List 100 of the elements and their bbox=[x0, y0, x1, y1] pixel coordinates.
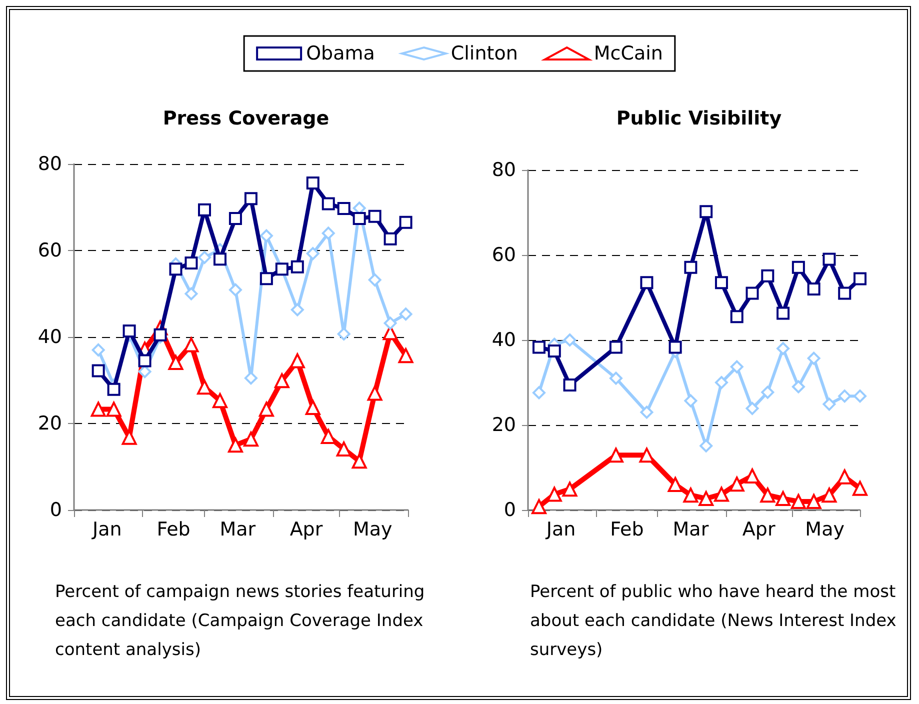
x-tick-label: Mar bbox=[672, 518, 709, 540]
point bbox=[154, 328, 167, 342]
point bbox=[837, 469, 852, 484]
x-tick-label: May bbox=[805, 518, 844, 540]
point bbox=[792, 260, 805, 274]
y-tick-label: 20 bbox=[38, 412, 62, 434]
point bbox=[854, 390, 866, 403]
x-tick-label: Mar bbox=[220, 518, 256, 540]
point bbox=[792, 380, 805, 394]
point bbox=[548, 344, 561, 358]
point bbox=[608, 448, 624, 463]
point bbox=[384, 316, 397, 330]
point bbox=[168, 355, 184, 370]
point bbox=[352, 454, 367, 469]
text: Percent of public who have heard the most about each candidate (News Interest Index surveys) bbox=[530, 581, 898, 662]
point bbox=[807, 352, 820, 365]
point bbox=[198, 250, 212, 264]
y-tick-label: 60 bbox=[38, 240, 62, 262]
point bbox=[320, 428, 336, 444]
point bbox=[290, 260, 304, 274]
point bbox=[760, 488, 776, 503]
point bbox=[698, 491, 714, 506]
point bbox=[260, 272, 273, 286]
point bbox=[368, 273, 382, 286]
point bbox=[776, 342, 790, 355]
point bbox=[228, 212, 242, 225]
point bbox=[639, 448, 654, 463]
point bbox=[352, 212, 366, 225]
point bbox=[90, 402, 106, 417]
point bbox=[838, 390, 852, 403]
point bbox=[213, 252, 226, 266]
y-tick-label: 60 bbox=[492, 244, 516, 266]
point bbox=[169, 262, 182, 276]
chart-title: Public Visibility bbox=[616, 108, 782, 130]
point bbox=[138, 365, 152, 378]
point bbox=[563, 378, 576, 392]
y-tick-label: 0 bbox=[504, 499, 516, 521]
point bbox=[562, 482, 578, 497]
point bbox=[714, 376, 728, 389]
point bbox=[306, 176, 320, 190]
x-tick-label: Jan bbox=[92, 518, 122, 540]
point bbox=[244, 372, 258, 385]
point bbox=[531, 499, 546, 514]
point bbox=[184, 256, 198, 270]
point bbox=[563, 334, 576, 346]
point bbox=[806, 494, 822, 509]
point bbox=[822, 488, 837, 503]
point bbox=[243, 432, 258, 447]
point bbox=[854, 272, 866, 286]
point bbox=[367, 386, 382, 401]
point bbox=[744, 468, 760, 484]
point bbox=[337, 327, 350, 340]
point bbox=[761, 269, 774, 282]
point bbox=[306, 247, 320, 260]
point bbox=[138, 354, 152, 368]
point bbox=[700, 439, 713, 452]
point bbox=[746, 402, 759, 415]
point bbox=[398, 348, 414, 364]
point bbox=[368, 210, 382, 223]
point bbox=[260, 229, 273, 242]
y-tick-label: 20 bbox=[492, 414, 516, 436]
point bbox=[609, 340, 622, 354]
point bbox=[714, 276, 728, 290]
point bbox=[790, 494, 806, 509]
y-tick-label: 80 bbox=[38, 153, 62, 175]
point bbox=[776, 306, 790, 320]
point bbox=[640, 276, 654, 290]
x-tick-label: May bbox=[352, 518, 392, 540]
point bbox=[107, 382, 120, 396]
point bbox=[822, 252, 836, 266]
point bbox=[290, 353, 305, 368]
point bbox=[546, 486, 562, 502]
point bbox=[852, 480, 868, 496]
point bbox=[305, 400, 320, 415]
y-tick-label: 0 bbox=[50, 499, 62, 521]
point bbox=[668, 340, 682, 354]
point bbox=[714, 486, 729, 502]
point bbox=[838, 286, 852, 300]
point bbox=[228, 283, 242, 296]
point bbox=[399, 308, 412, 321]
point bbox=[700, 205, 713, 218]
point bbox=[807, 282, 820, 296]
point bbox=[640, 406, 654, 419]
y-tick-label: 40 bbox=[38, 326, 62, 348]
point bbox=[683, 488, 698, 503]
point bbox=[776, 491, 791, 506]
point bbox=[384, 232, 397, 246]
legend-label: Clinton bbox=[450, 42, 518, 64]
point bbox=[609, 372, 622, 385]
x-tick-label: Feb bbox=[156, 518, 190, 540]
point bbox=[92, 343, 105, 356]
chart-title: Press Coverage bbox=[162, 108, 330, 130]
x-tick-label: Jan bbox=[545, 518, 576, 540]
point bbox=[244, 192, 258, 206]
point bbox=[730, 360, 744, 374]
point bbox=[532, 386, 546, 400]
point bbox=[184, 337, 199, 352]
point bbox=[532, 340, 546, 354]
legend-label: McCain bbox=[594, 42, 663, 64]
legend-label: Obama bbox=[306, 42, 375, 64]
